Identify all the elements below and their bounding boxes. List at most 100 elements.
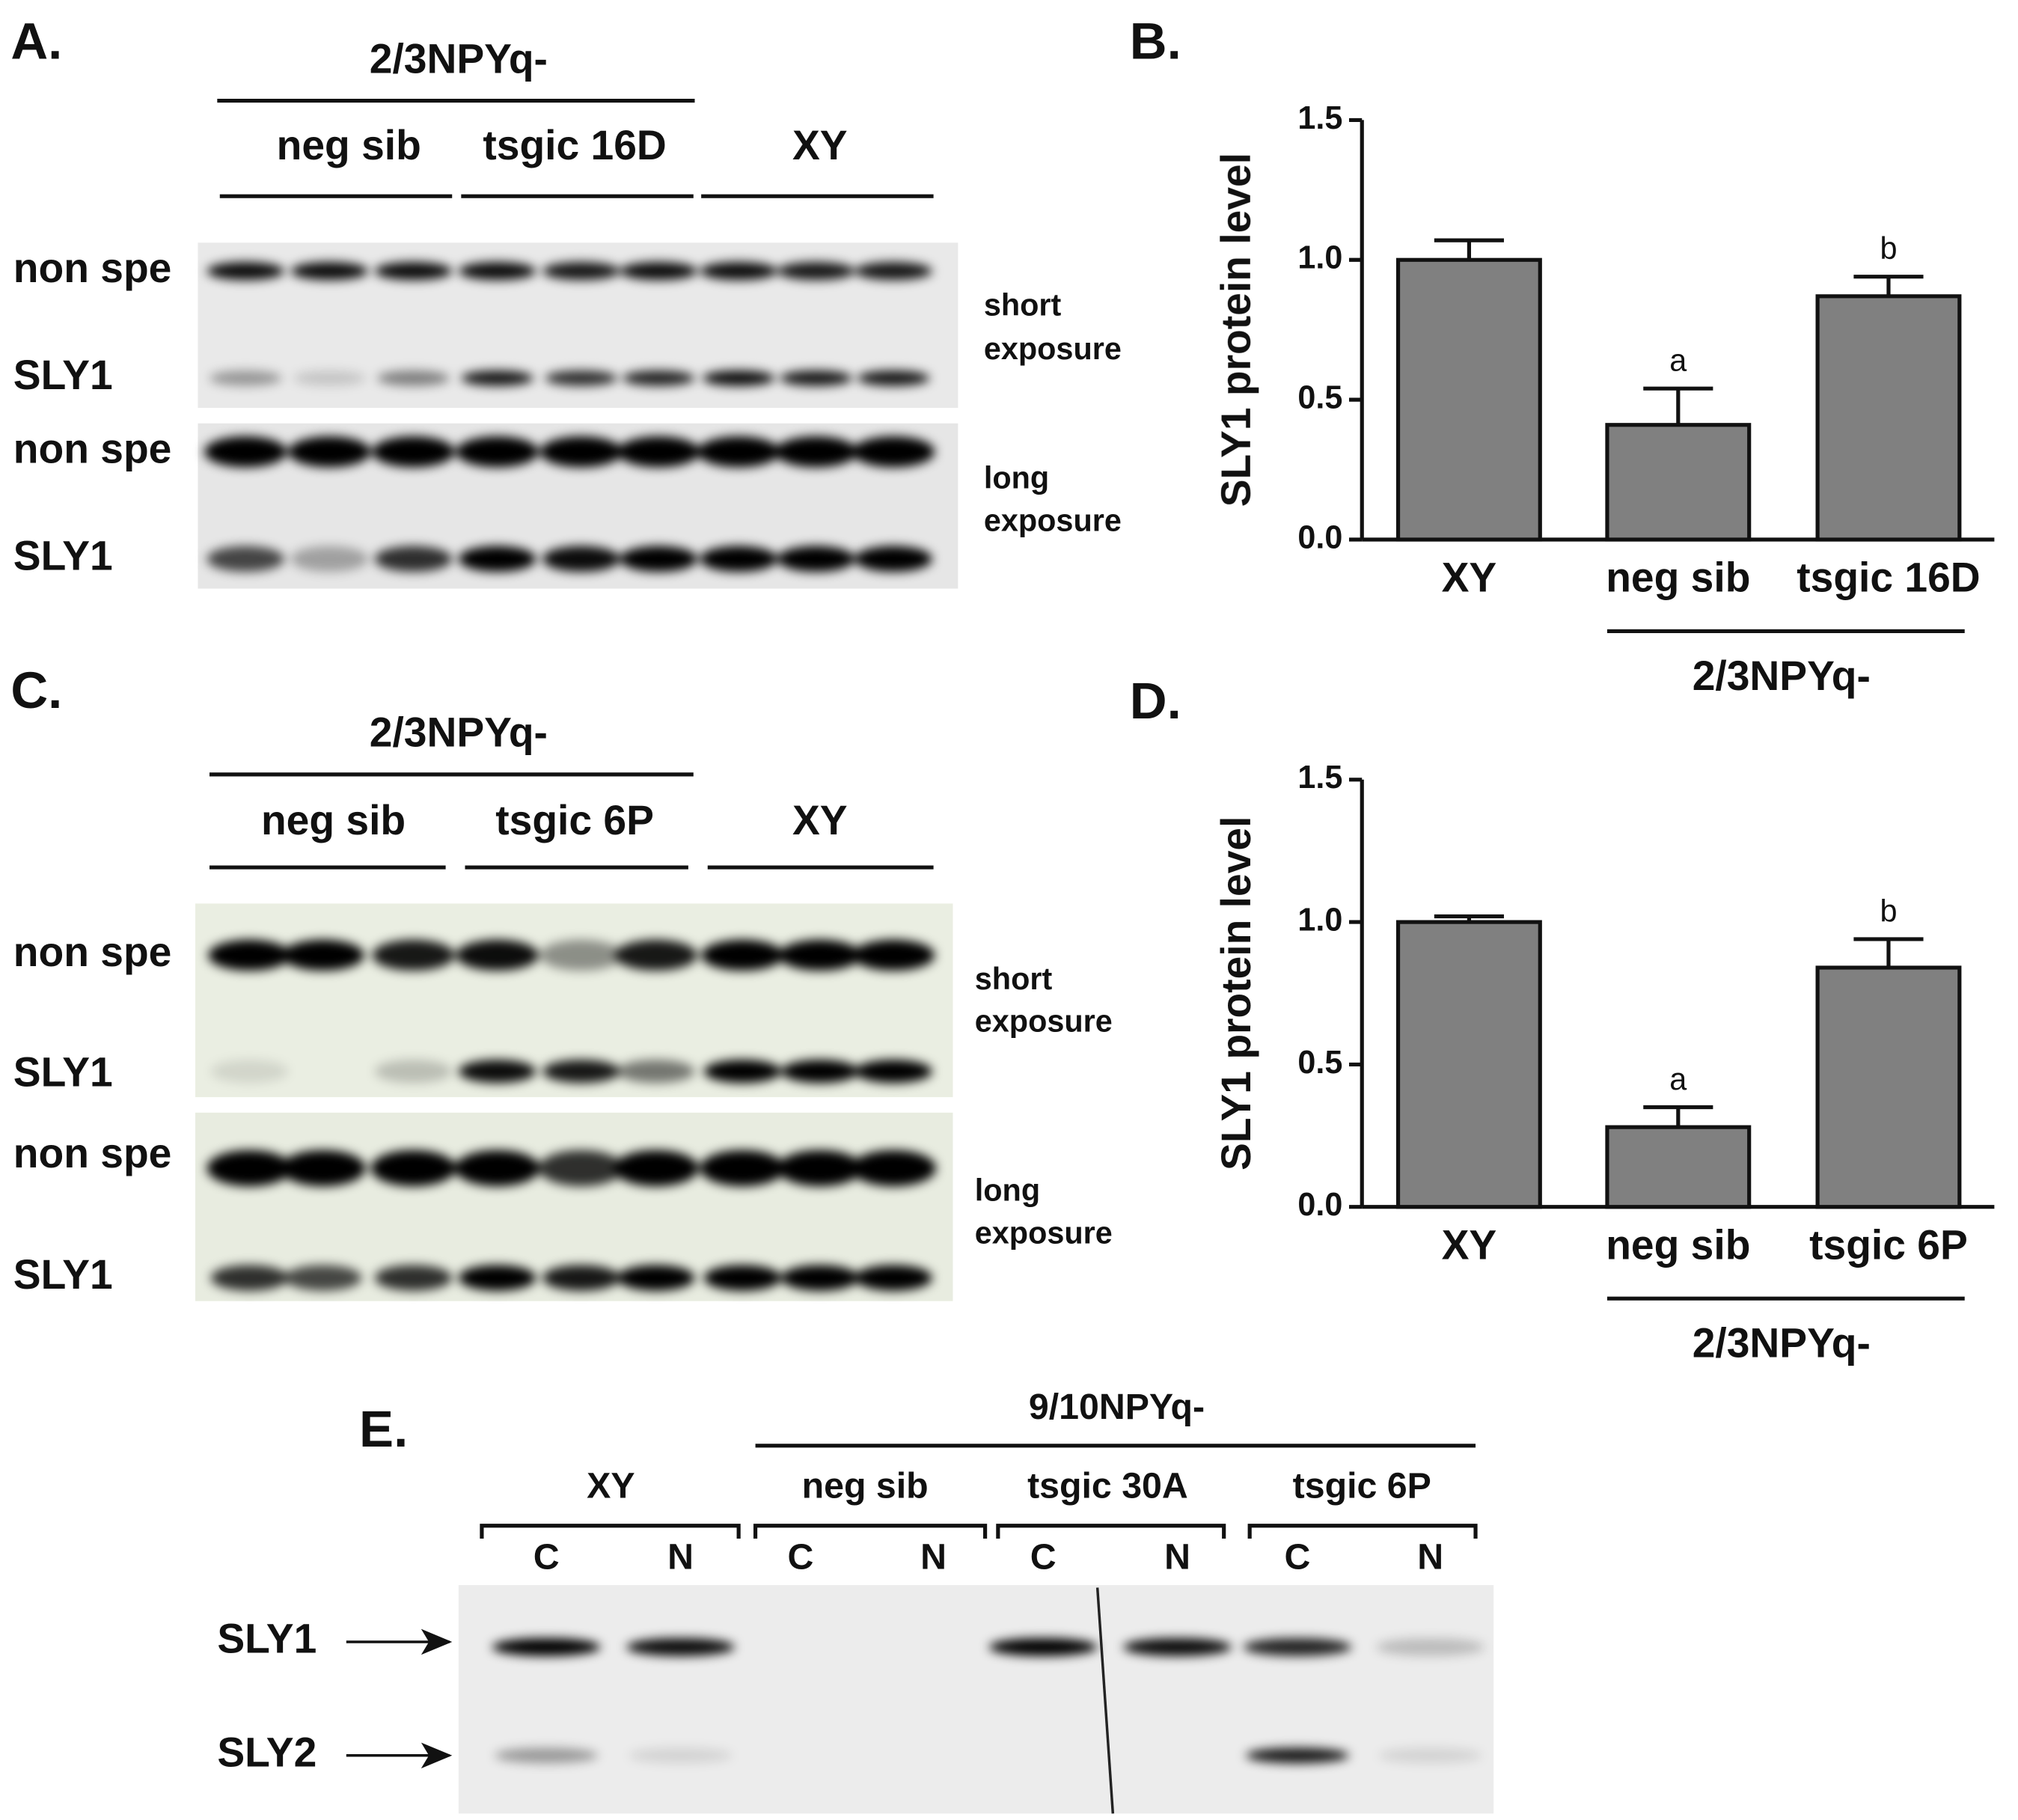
band <box>492 1637 601 1656</box>
lane-group-label: neg sib <box>802 1465 929 1506</box>
band <box>777 546 855 572</box>
blot-bands <box>492 1637 1485 1764</box>
lane-label: C <box>1285 1536 1311 1577</box>
band <box>777 1149 863 1187</box>
bracket <box>996 1524 1226 1539</box>
y-tick-label: 1.0 <box>1297 902 1342 938</box>
band <box>854 262 932 281</box>
row-label: SLY2 <box>217 1729 317 1775</box>
y-tick-label: 0.5 <box>1297 380 1342 416</box>
blot-image <box>198 423 958 589</box>
significance-label: b <box>1880 894 1897 928</box>
band <box>204 436 287 468</box>
row-label: non spe <box>13 1130 172 1176</box>
exposure-label: exposure <box>984 503 1122 537</box>
band <box>988 1637 1098 1656</box>
lane-group-label: XY <box>587 1465 635 1506</box>
lane-label: N <box>1417 1536 1443 1577</box>
x-tick-label: tsgic 6P <box>1809 1221 1968 1268</box>
band <box>620 262 697 281</box>
exposure-label: exposure <box>984 332 1122 366</box>
band <box>700 546 777 572</box>
blot-bands <box>207 262 932 386</box>
group-label: 2/3NPYq- <box>1693 1320 1871 1366</box>
band <box>293 370 366 386</box>
row-label: SLY1 <box>217 1616 317 1662</box>
band <box>372 436 455 468</box>
band <box>545 370 618 386</box>
band <box>539 939 623 971</box>
bar <box>1395 257 1542 542</box>
blot-bands <box>208 939 935 1084</box>
row-label: non spe <box>13 929 172 975</box>
blot-crack <box>1095 1587 1115 1814</box>
band <box>542 262 620 281</box>
band <box>1246 1747 1349 1764</box>
band <box>456 939 539 971</box>
band <box>458 262 536 281</box>
band <box>701 939 784 971</box>
lane-label: N <box>920 1536 947 1577</box>
band <box>697 436 780 468</box>
band <box>857 370 930 386</box>
lane-label: C <box>1030 1536 1057 1577</box>
band <box>622 370 695 386</box>
band <box>377 370 450 386</box>
y-tick-label: 1.0 <box>1297 240 1342 276</box>
y-axis-title: SLY1 protein level <box>1213 816 1259 1170</box>
lane-group-label: tsgic 6P <box>1293 1465 1431 1506</box>
band <box>290 262 369 281</box>
band <box>374 1060 453 1084</box>
band <box>781 1265 859 1291</box>
band <box>207 262 285 281</box>
band <box>703 1265 782 1291</box>
band <box>456 436 539 468</box>
band <box>461 370 533 386</box>
exposure-label: long <box>975 1173 1040 1208</box>
band <box>210 1265 289 1291</box>
band <box>854 1265 932 1291</box>
row-label: SLY1 <box>13 1251 113 1298</box>
x-tick-label: tsgic 16D <box>1797 555 1980 601</box>
band <box>288 436 371 468</box>
band <box>538 1149 624 1187</box>
exposure-label: exposure <box>975 1216 1113 1251</box>
band <box>290 546 369 572</box>
band <box>210 1060 289 1084</box>
bracket <box>1247 1524 1478 1539</box>
exposure-label: short <box>975 962 1053 996</box>
band <box>542 546 620 572</box>
band <box>700 262 777 281</box>
y-axis-title: SLY1 protein level <box>1213 153 1259 507</box>
lane-group-label: neg sib <box>277 122 421 168</box>
significance-label: b <box>1880 231 1897 266</box>
x-tick-label: neg sib <box>1606 1221 1750 1268</box>
y-tick-label: 0.0 <box>1297 519 1342 555</box>
band <box>614 939 697 971</box>
band <box>454 1149 540 1187</box>
band <box>780 370 852 386</box>
group-label: 2/3NPYq- <box>370 709 548 756</box>
band <box>458 1060 536 1084</box>
bracket <box>480 1524 741 1539</box>
lane-group-label: tsgic 16D <box>483 122 666 168</box>
lane-group-label: tsgic 30A <box>1027 1465 1188 1506</box>
band <box>1378 1747 1482 1764</box>
lane-label: N <box>667 1536 694 1577</box>
band <box>370 1149 456 1187</box>
band <box>629 1747 733 1764</box>
band <box>208 939 291 971</box>
band <box>372 939 455 971</box>
bar <box>1395 920 1542 1209</box>
panel-label: B. <box>1130 13 1181 70</box>
band <box>374 262 453 281</box>
bracket <box>753 1524 988 1539</box>
band <box>458 1265 536 1291</box>
exposure-label: long <box>984 461 1049 495</box>
band <box>539 436 623 468</box>
bar <box>1815 294 1962 542</box>
band <box>207 1149 293 1187</box>
bar <box>1815 965 1962 1209</box>
